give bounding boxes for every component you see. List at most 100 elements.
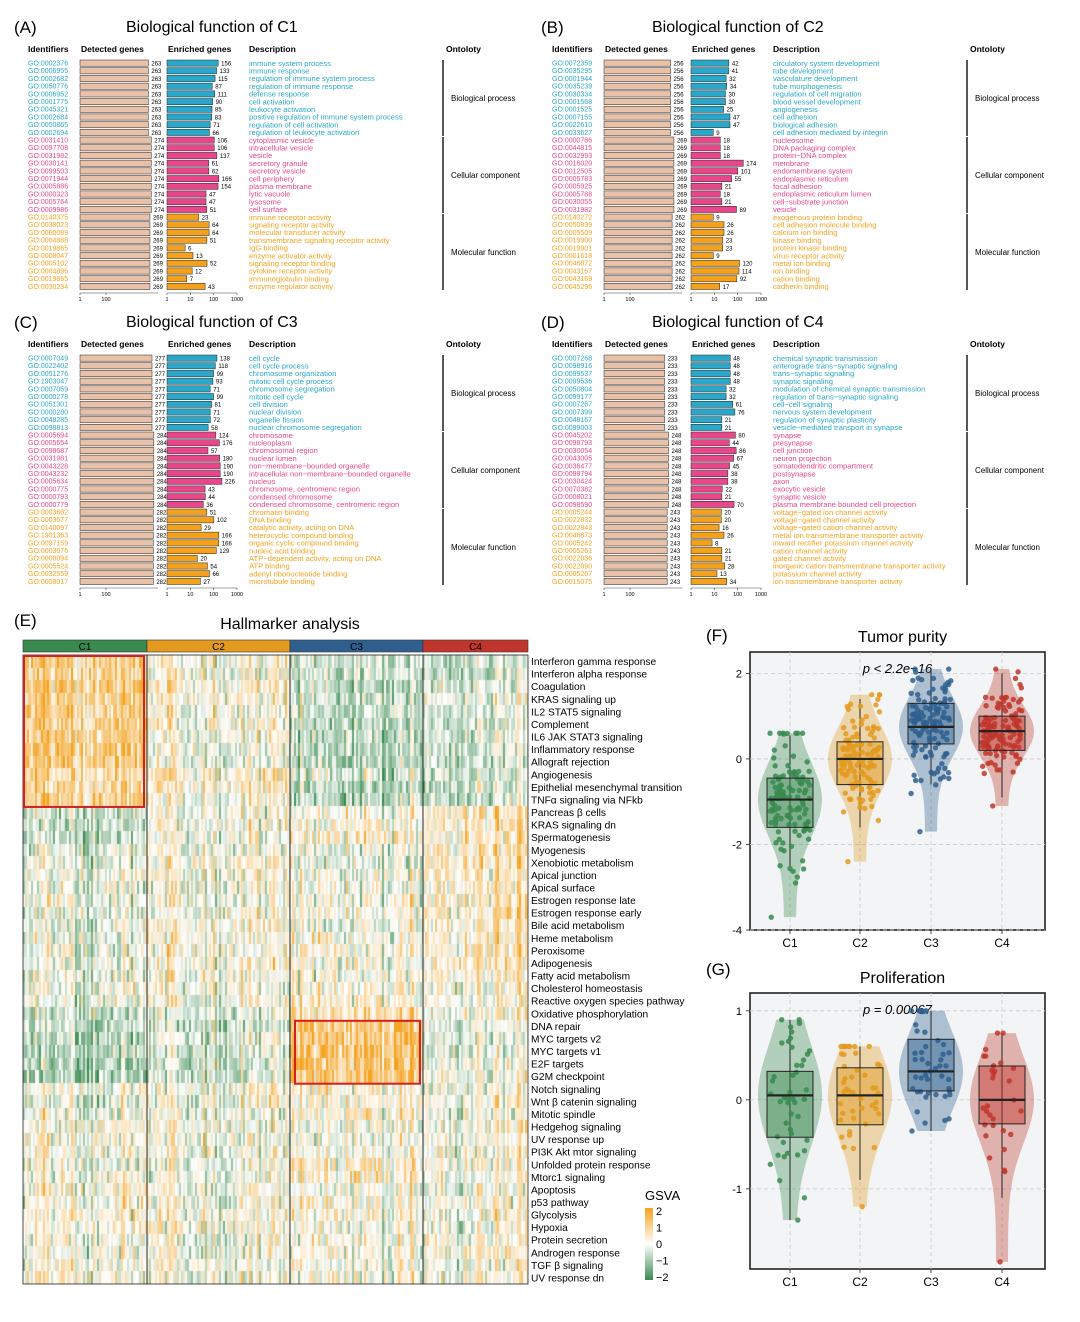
data-point [843, 753, 849, 759]
axis-tick-label: 100 [101, 297, 110, 303]
go-id: GO:0140272 [552, 215, 592, 222]
data-point [851, 768, 857, 775]
detected-label: 256 [674, 62, 685, 68]
enriched-label: 9 [716, 216, 720, 222]
enriched-label: 129 [219, 549, 230, 555]
data-point [908, 790, 914, 797]
header-enriched: Enriched genes [692, 339, 756, 349]
data-point [858, 1095, 864, 1102]
data-point [838, 1051, 845, 1057]
enriched-label: 85 [215, 108, 222, 114]
hallmark-row-label: G2M checkpoint [531, 1072, 605, 1083]
detected-bar [603, 229, 673, 236]
enriched-bar [166, 424, 209, 431]
detected-label: 256 [674, 85, 685, 91]
data-point [840, 765, 847, 771]
detected-label: 262 [675, 285, 686, 291]
enriched-label: 48 [733, 372, 740, 378]
group-label: C3 [350, 642, 363, 653]
go-description: cell activation [249, 97, 295, 106]
hallmark-row-label: UV response dn [531, 1273, 604, 1284]
go-description: synaptic signaling [773, 377, 833, 386]
go-description: vesicle [249, 151, 272, 160]
data-point [1007, 734, 1014, 741]
data-point [800, 1057, 807, 1063]
data-point [932, 745, 939, 751]
go-description: organic cyclic compound binding [249, 539, 359, 548]
go-description: chromosome [249, 431, 293, 440]
enriched-label: 13 [720, 572, 727, 578]
detected-bar [603, 462, 669, 470]
data-point [785, 1099, 791, 1106]
enriched-bar [166, 75, 216, 82]
detected-label: 243 [670, 534, 681, 540]
data-point [1017, 681, 1023, 688]
detected-bar [603, 75, 671, 82]
go-id: GO:0003682 [28, 510, 68, 517]
axis-tick-label: 1 [165, 592, 168, 598]
enriched-bar [166, 267, 193, 275]
enriched-label: 18 [723, 139, 730, 145]
data-point [801, 1195, 808, 1201]
detected-bar [603, 424, 665, 431]
enriched-bar [166, 244, 186, 252]
hallmark-row-label: MYC targets v1 [531, 1047, 602, 1058]
detected-bar [79, 439, 155, 447]
data-point [875, 696, 881, 702]
data-point [774, 1133, 781, 1140]
detected-label: 262 [675, 254, 686, 260]
go-description: enzyme activator activity [249, 251, 332, 260]
detected-bar [603, 244, 673, 252]
data-point [778, 789, 785, 795]
go-id: GO:0005783 [552, 176, 592, 183]
enriched-bar [166, 229, 210, 236]
go-id: GO:0001618 [552, 253, 592, 260]
detected-label: 233 [668, 357, 679, 363]
detected-label: 282 [156, 534, 167, 540]
enriched-bar [690, 554, 723, 562]
detected-bar [603, 539, 668, 547]
go-id: GO:0000786 [552, 138, 592, 145]
data-point [911, 772, 917, 778]
x-tick-label: C3 [923, 1275, 939, 1289]
go-description: nuclear lumen [249, 454, 297, 463]
go-id: GO:0043005 [552, 456, 592, 463]
enriched-label: 124 [219, 434, 230, 440]
detected-label: 269 [153, 277, 164, 283]
go-description: cation channel activity [773, 546, 847, 555]
go-id: GO:0008017 [28, 579, 68, 586]
hallmark-row-label: Myogenesis [531, 846, 585, 857]
go-id: GO:0000775 [28, 486, 68, 493]
detected-label: 262 [675, 262, 686, 268]
detected-label: 243 [670, 564, 681, 570]
data-point [942, 696, 948, 702]
detected-label: 269 [153, 262, 164, 268]
enriched-label: 23 [726, 246, 733, 252]
y-tick-label: 2 [736, 668, 742, 680]
data-point [987, 750, 993, 757]
go-id: GO:0002684 [28, 114, 68, 121]
detected-bar [79, 431, 155, 439]
detected-label: 263 [151, 100, 162, 106]
detected-bar [79, 267, 151, 275]
enriched-label: 64 [212, 231, 219, 237]
hallmark-row-label: Xenobiotic metabolism [531, 858, 634, 869]
data-point [767, 1161, 774, 1167]
enriched-label: 42 [732, 62, 739, 68]
go-description: regulation of leukocyte activation [249, 128, 359, 137]
enriched-bar [690, 516, 722, 524]
enriched-bar [690, 400, 733, 408]
data-point [923, 1094, 929, 1100]
detected-label: 256 [674, 69, 685, 75]
enriched-label: 57 [211, 449, 218, 455]
data-point [922, 1029, 928, 1035]
enriched-bar [166, 152, 218, 159]
go-id: GO:0140375 [28, 215, 68, 222]
go-description: immune response [249, 67, 309, 76]
enriched-bar [690, 377, 731, 385]
enriched-label: 89 [739, 208, 746, 214]
y-tick-label: -2 [732, 839, 742, 851]
data-point [804, 1051, 811, 1057]
data-point [867, 741, 873, 747]
enriched-bar [690, 159, 744, 167]
